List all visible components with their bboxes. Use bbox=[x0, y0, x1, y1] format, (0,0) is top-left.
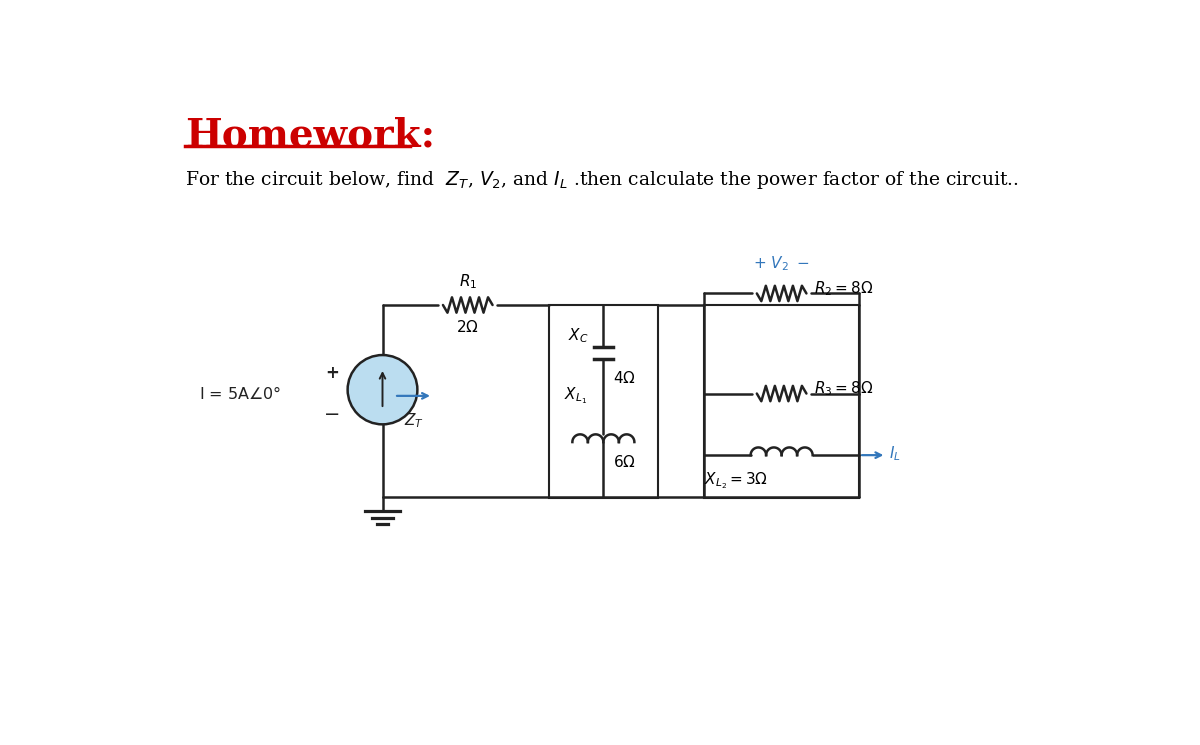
Bar bbox=[550, 305, 658, 498]
Text: $R_2 = 8\Omega$: $R_2 = 8\Omega$ bbox=[814, 279, 874, 298]
Text: −: − bbox=[324, 405, 341, 424]
Text: 2$\Omega$: 2$\Omega$ bbox=[456, 319, 479, 335]
Text: I = 5A$\angle$0°: I = 5A$\angle$0° bbox=[199, 385, 282, 402]
Bar bbox=[704, 305, 859, 498]
Text: For the circuit below, find  $Z_T$, $V_2$, and $I_L$ .then calculate the power f: For the circuit below, find $Z_T$, $V_2$… bbox=[185, 168, 1019, 191]
Text: 6$\Omega$: 6$\Omega$ bbox=[613, 454, 636, 470]
Circle shape bbox=[348, 355, 418, 425]
Text: $I_L$: $I_L$ bbox=[888, 444, 900, 463]
Text: $R_3 = 8\Omega$: $R_3 = 8\Omega$ bbox=[814, 380, 874, 399]
Text: 4$\Omega$: 4$\Omega$ bbox=[613, 370, 636, 386]
Text: +: + bbox=[325, 364, 340, 381]
Text: $X_C$: $X_C$ bbox=[569, 326, 589, 345]
Text: $X_{L_2} = 3\Omega$: $X_{L_2} = 3\Omega$ bbox=[704, 471, 768, 491]
Text: $Z_T$: $Z_T$ bbox=[403, 411, 424, 430]
Text: $R_1$: $R_1$ bbox=[458, 273, 476, 291]
Text: $X_{L_1}$: $X_{L_1}$ bbox=[564, 385, 587, 406]
Text: Homework:: Homework: bbox=[185, 116, 436, 154]
Text: $+\ V_2\ -$: $+\ V_2\ -$ bbox=[754, 254, 810, 273]
